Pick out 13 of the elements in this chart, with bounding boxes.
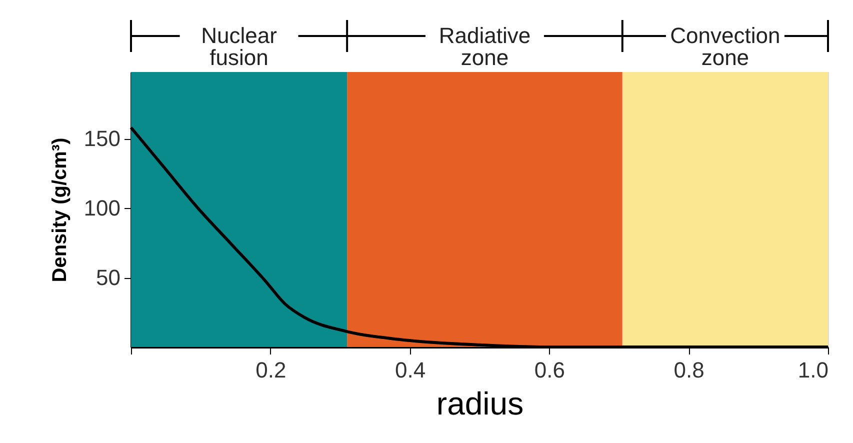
x-tick-label: 0.6 — [534, 358, 565, 382]
x-tick-label: 0.4 — [395, 358, 426, 382]
band-label: Nuclear fusion — [201, 23, 277, 70]
y-axis-title: Density (g/cm³) — [48, 138, 71, 282]
y-tick-label: 150 — [84, 126, 120, 152]
band-label: Radiative zone — [438, 23, 531, 70]
y-tick-label: 50 — [96, 265, 120, 290]
y-tick-label: 100 — [84, 196, 120, 221]
x-axis-title: radius — [436, 386, 524, 422]
x-tick-label: 0.8 — [674, 358, 704, 382]
band-label: Convection zone — [670, 23, 780, 70]
x-tick-label: 1.0 — [798, 358, 828, 382]
x-tick-label: 0.2 — [256, 358, 286, 382]
